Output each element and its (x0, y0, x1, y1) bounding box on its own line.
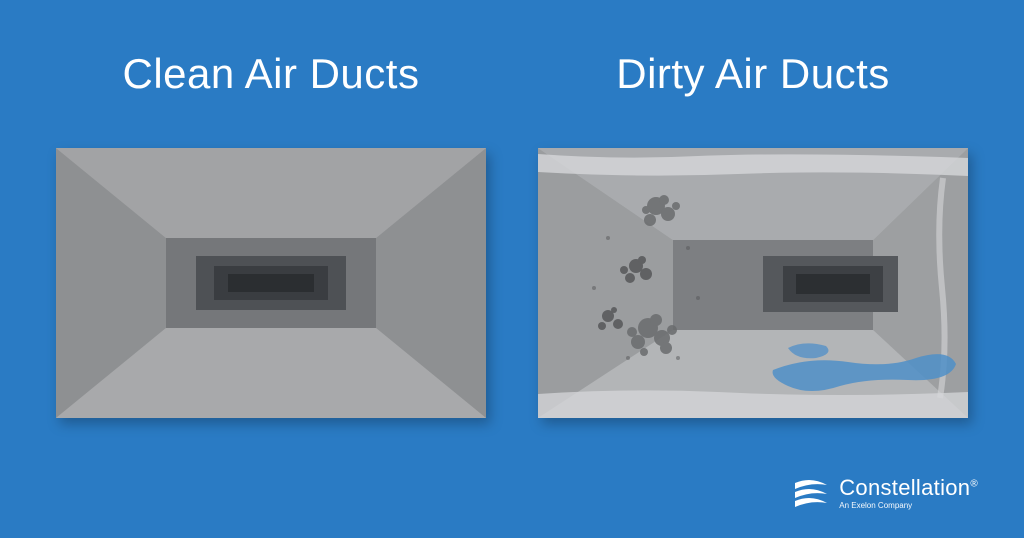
comparison-container: Clean Air Ducts Dirty Air Ducts (0, 0, 1024, 418)
constellation-logo: Constellation® An Exelon Company (793, 477, 978, 510)
dirty-duct-illustration (538, 148, 968, 418)
dirty-title: Dirty Air Ducts (616, 50, 890, 98)
clean-duct-svg (56, 148, 486, 418)
dirty-duct-svg (538, 148, 968, 418)
clean-title: Clean Air Ducts (123, 50, 420, 98)
logo-mark-icon (793, 479, 829, 509)
logo-text: Constellation® An Exelon Company (839, 477, 978, 510)
dirty-panel: Dirty Air Ducts (532, 50, 974, 418)
logo-name-text: Constellation (839, 475, 970, 500)
clean-duct-illustration (56, 148, 486, 418)
clean-panel: Clean Air Ducts (50, 50, 492, 418)
registered-mark: ® (970, 479, 978, 490)
logo-tagline: An Exelon Company (839, 502, 978, 510)
